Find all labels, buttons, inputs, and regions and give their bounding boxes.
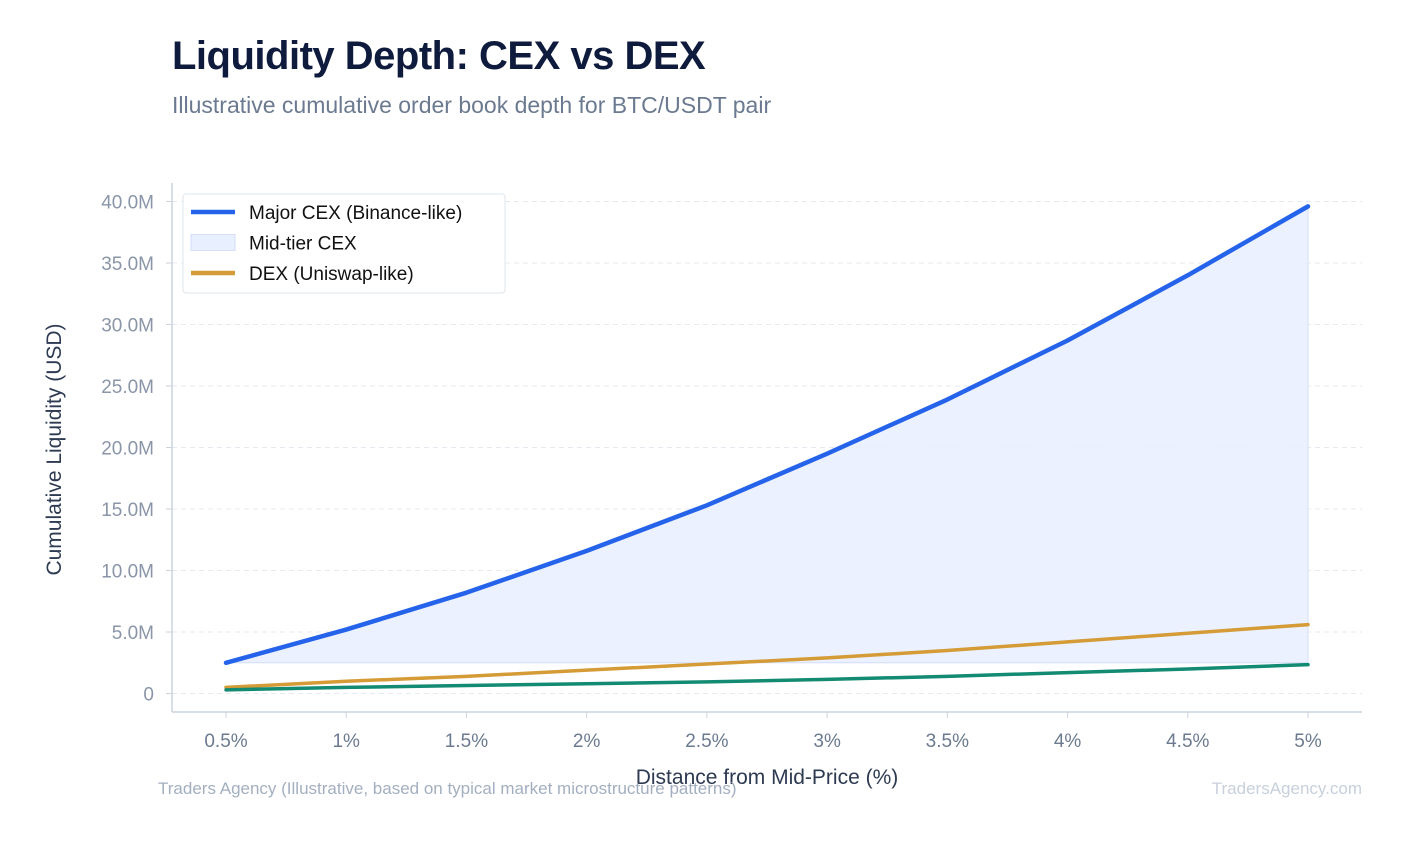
x-tick-label: 5%	[1294, 731, 1322, 752]
series-line-major-cex	[223, 204, 1311, 666]
legend-label: Mid-tier CEX	[249, 234, 357, 255]
legend-swatch-area	[190, 234, 236, 251]
x-axis-label: Distance from Mid-Price (%)	[636, 766, 899, 789]
legend-label: DEX (Uniswap-like)	[249, 264, 414, 285]
chart-subtitle: Illustrative cumulative order book depth…	[172, 92, 772, 118]
y-tick-label: 30.0M	[101, 315, 154, 336]
y-tick-label: 20.0M	[101, 439, 154, 460]
y-tick-label: 10.0M	[101, 562, 154, 583]
legend: Major CEX (Binance-like) Mid-tier CEX DEX …	[182, 193, 506, 294]
chart-title: Liquidity Depth: CEX vs DEX	[172, 34, 706, 78]
y-tick-label: 15.0M	[101, 500, 154, 521]
legend-label: Major CEX (Binance-like)	[249, 203, 462, 224]
y-tick-label: 0	[143, 685, 154, 706]
series-line-teal	[224, 662, 1310, 692]
y-tick-label: 40.0M	[101, 192, 154, 213]
x-tick-label: 1%	[332, 731, 360, 752]
x-tick-label: 0.5%	[204, 731, 247, 752]
x-tick-label: 2.5%	[685, 731, 728, 752]
y-tick-label: 5.0M	[112, 623, 154, 644]
y-tick-label: 25.0M	[101, 377, 154, 398]
source-note: Traders Agency (Illustrative, based on t…	[158, 779, 737, 798]
x-tick-label: 2%	[573, 731, 601, 752]
x-tick-label: 1.5%	[445, 731, 488, 752]
x-tick-label: 3.5%	[926, 731, 969, 752]
y-axis-label: Cumulative Liquidity (USD)	[43, 323, 66, 575]
series-line-dex	[224, 622, 1310, 690]
x-tick-label: 4.5%	[1166, 731, 1209, 752]
brand-label: TradersAgency.com	[1211, 779, 1362, 798]
x-tick-label: 4%	[1054, 731, 1082, 752]
legend-box	[182, 193, 506, 294]
y-tick-label: 35.0M	[101, 254, 154, 275]
x-tick-label: 3%	[813, 731, 841, 752]
